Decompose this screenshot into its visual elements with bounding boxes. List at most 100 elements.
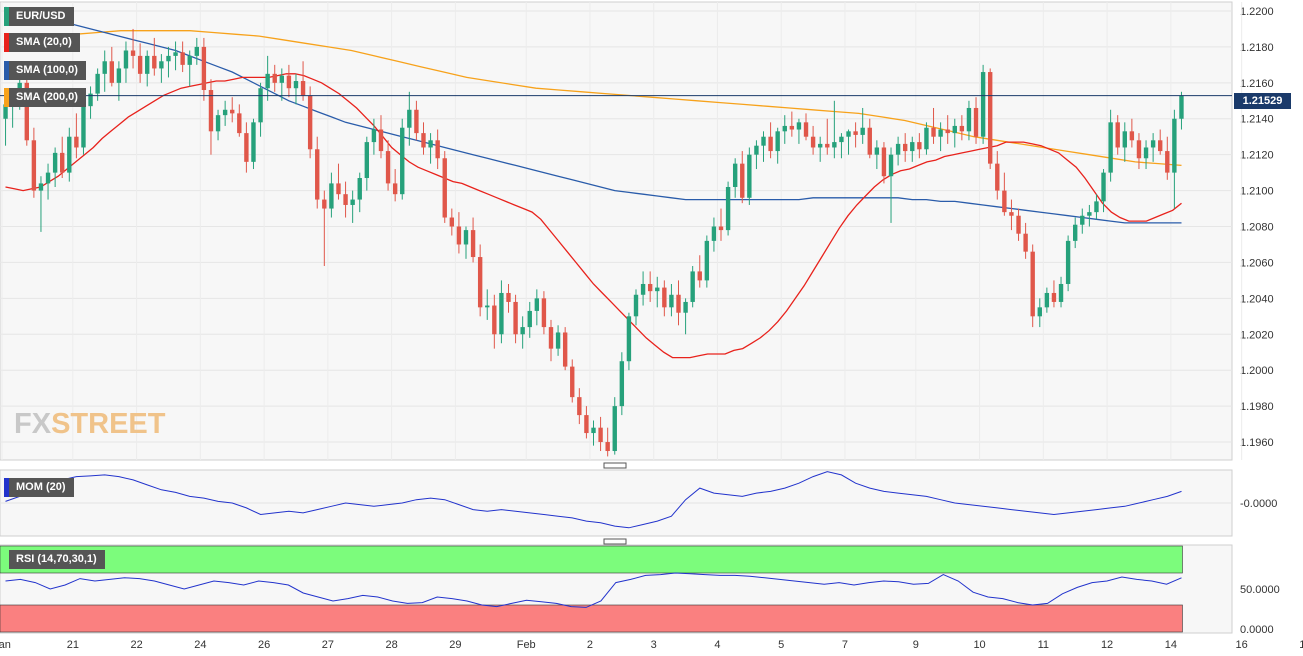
candle (1051, 280, 1057, 308)
candle-body (775, 131, 780, 152)
candle (1179, 91, 1184, 130)
candle-body (817, 143, 823, 148)
legend-rsi[interactable]: RSI (14,70,30,1) (4, 550, 105, 569)
candle-body (1136, 140, 1142, 159)
candle-body (45, 172, 51, 184)
candle-body (626, 316, 632, 362)
candle (159, 54, 164, 83)
legend-mom-label: MOM (20) (16, 481, 66, 493)
rsi-tick-label: 0.0000 (1240, 624, 1274, 636)
candle-body (1030, 251, 1035, 317)
candle (265, 55, 270, 101)
legend-sma200-label: SMA (200,0) (16, 91, 78, 103)
candle (435, 129, 440, 170)
candle (1165, 136, 1170, 180)
candle-body (761, 136, 766, 146)
candle-body (315, 149, 320, 200)
legend-mom[interactable]: MOM (20) (4, 478, 74, 497)
candle-body (584, 415, 589, 434)
time-tick-label: 21 (67, 639, 79, 651)
candle (187, 50, 192, 87)
candle-body (647, 283, 653, 292)
candle (803, 113, 809, 141)
candle-body (825, 143, 830, 148)
candle (1122, 122, 1127, 162)
candle (711, 217, 717, 252)
candle-body (74, 136, 79, 148)
legend-sma200[interactable]: SMA (200,0) (4, 88, 86, 107)
candle (1101, 169, 1106, 213)
legend-symbol[interactable]: EUR/USD (4, 7, 74, 26)
candle (67, 127, 72, 182)
candle-body (1143, 147, 1149, 159)
candle-body (222, 109, 228, 116)
candle-body (109, 61, 114, 83)
legend-symbol-swatch (4, 7, 9, 26)
candle-body (180, 52, 185, 65)
candle-body (378, 129, 384, 152)
candle-body (1044, 292, 1050, 308)
candle (938, 122, 943, 152)
candle (732, 158, 738, 198)
candle-body (24, 82, 29, 141)
price-tick-label: 1.2000 (1240, 365, 1274, 377)
candle (810, 125, 816, 155)
candle (385, 140, 391, 191)
time-tick-label: 17 (1299, 639, 1303, 651)
candle (562, 327, 568, 371)
candle (612, 397, 617, 455)
candle (166, 46, 171, 78)
candle-body (888, 154, 894, 177)
legend-sma20[interactable]: SMA (20,0) (4, 33, 80, 52)
candle (123, 41, 129, 83)
candle-body (832, 142, 837, 148)
candle-body (60, 152, 65, 173)
candle (293, 73, 299, 105)
time-tick-label: 28 (385, 639, 397, 651)
time-tick-label: 26 (258, 639, 270, 651)
candle (201, 37, 207, 101)
candle (1172, 109, 1177, 209)
price-tick-label: 1.2120 (1240, 150, 1274, 162)
candle-body (987, 72, 993, 164)
candle-body (973, 107, 979, 137)
candle-body (38, 183, 44, 191)
candle (392, 169, 398, 202)
legend-sma200-swatch (4, 88, 9, 107)
candle (1158, 129, 1163, 155)
candle-body (662, 287, 667, 308)
candle-body (123, 50, 129, 69)
candle-body (322, 199, 327, 209)
rsi-overbought-zone (0, 545, 1183, 574)
candle-body (81, 106, 86, 148)
candle-body (1080, 215, 1085, 225)
candle-body (1172, 118, 1177, 173)
legend-sma100[interactable]: SMA (100,0) (4, 61, 86, 80)
time-tick-label: 12 (1101, 639, 1113, 651)
time-tick-label: 14 (1165, 639, 1177, 651)
candle-body (67, 136, 72, 173)
candle (286, 64, 292, 98)
candle-body (95, 73, 100, 94)
rsi-tick-label: 50.0000 (1240, 584, 1280, 596)
candle (754, 140, 759, 170)
candle-body (1179, 95, 1184, 119)
candle (130, 28, 136, 69)
candle-body (1002, 190, 1007, 213)
candle (24, 73, 29, 146)
candle (541, 291, 547, 335)
candle (477, 244, 483, 317)
candle-body (506, 292, 511, 302)
candle (258, 82, 263, 137)
candle-body (1037, 307, 1042, 317)
candle-body (732, 163, 738, 187)
candle-body (534, 298, 540, 311)
candle-body (945, 129, 950, 134)
candle-body (187, 55, 192, 65)
candle (577, 388, 582, 425)
candle (31, 127, 37, 198)
candle (881, 142, 887, 184)
candle (1129, 118, 1135, 148)
candle-body (137, 55, 143, 74)
price-panel (0, 1, 1233, 461)
